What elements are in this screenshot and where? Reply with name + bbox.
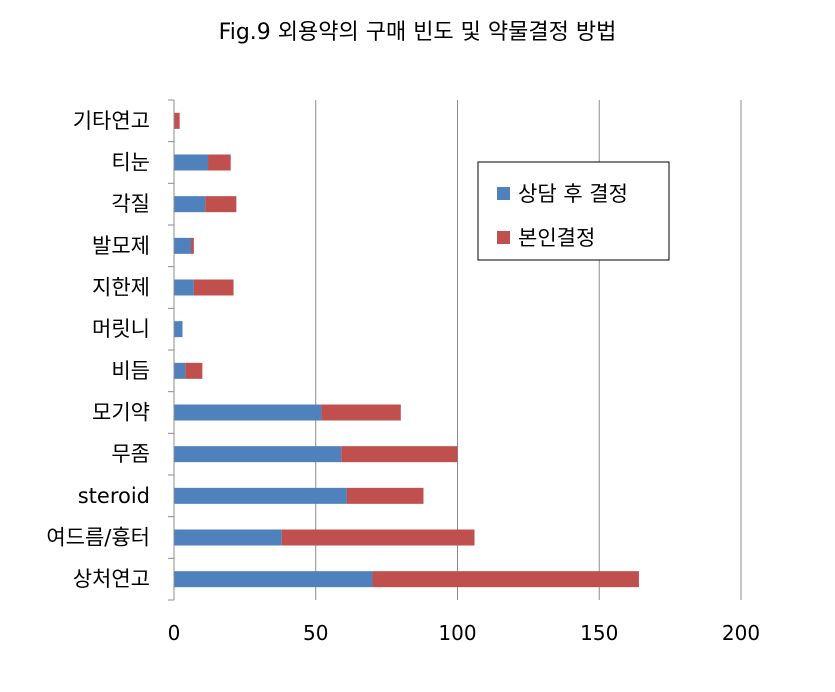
- x-tick-label: 200: [722, 621, 760, 645]
- category-label: 모기약: [92, 401, 150, 425]
- legend-swatch-consult: [497, 187, 510, 200]
- bar-self-5: [185, 362, 203, 379]
- category-label: 비듬: [111, 359, 150, 383]
- legend-label-consult: 상담 후 결정: [518, 182, 628, 206]
- bar-consult-5: [174, 362, 186, 379]
- category-label: 상처연고: [73, 567, 150, 591]
- x-tick-label: 0: [168, 621, 181, 645]
- bar-consult-4: [174, 404, 322, 421]
- bar-consult-3: [174, 446, 342, 463]
- bar-self-8: [191, 237, 194, 254]
- bar-self-11: [174, 112, 180, 129]
- bar-self-1: [281, 529, 475, 546]
- bar-consult-10: [174, 154, 209, 171]
- legend-swatch-self: [497, 231, 510, 244]
- bar-self-3: [341, 446, 458, 463]
- category-label: 머릿니: [92, 317, 150, 341]
- category-label: 각질: [111, 192, 150, 216]
- bar-self-9: [205, 196, 237, 213]
- bar-consult-7: [174, 279, 194, 296]
- bar-consult-0: [174, 571, 373, 588]
- category-label: 무좀: [111, 442, 150, 466]
- bar-consult-2: [174, 487, 347, 504]
- x-tick-label: 150: [580, 621, 618, 645]
- x-tick-label: 50: [303, 621, 328, 645]
- bar-self-4: [321, 404, 401, 421]
- bar-self-0: [372, 571, 639, 588]
- bar-consult-9: [174, 196, 206, 213]
- category-label: steroid: [78, 484, 150, 508]
- bar-self-7: [193, 279, 234, 296]
- bar-consult-1: [174, 529, 282, 546]
- bar-consult-8: [174, 237, 192, 254]
- bar-self-10: [208, 154, 231, 171]
- category-label: 티눈: [111, 151, 150, 175]
- bar-consult-6: [174, 321, 183, 338]
- bar-self-2: [346, 487, 424, 504]
- legend-label-self: 본인결정: [518, 226, 595, 250]
- chart-title: Fig.9 외용약의 구매 빈도 및 약물결정 방법: [218, 20, 617, 45]
- category-label: 기타연고: [73, 109, 150, 133]
- category-label: 발모제: [92, 234, 150, 258]
- x-tick-label: 100: [438, 621, 476, 645]
- category-label: 여드름/흉터: [46, 526, 150, 550]
- category-label: 지한제: [92, 276, 150, 300]
